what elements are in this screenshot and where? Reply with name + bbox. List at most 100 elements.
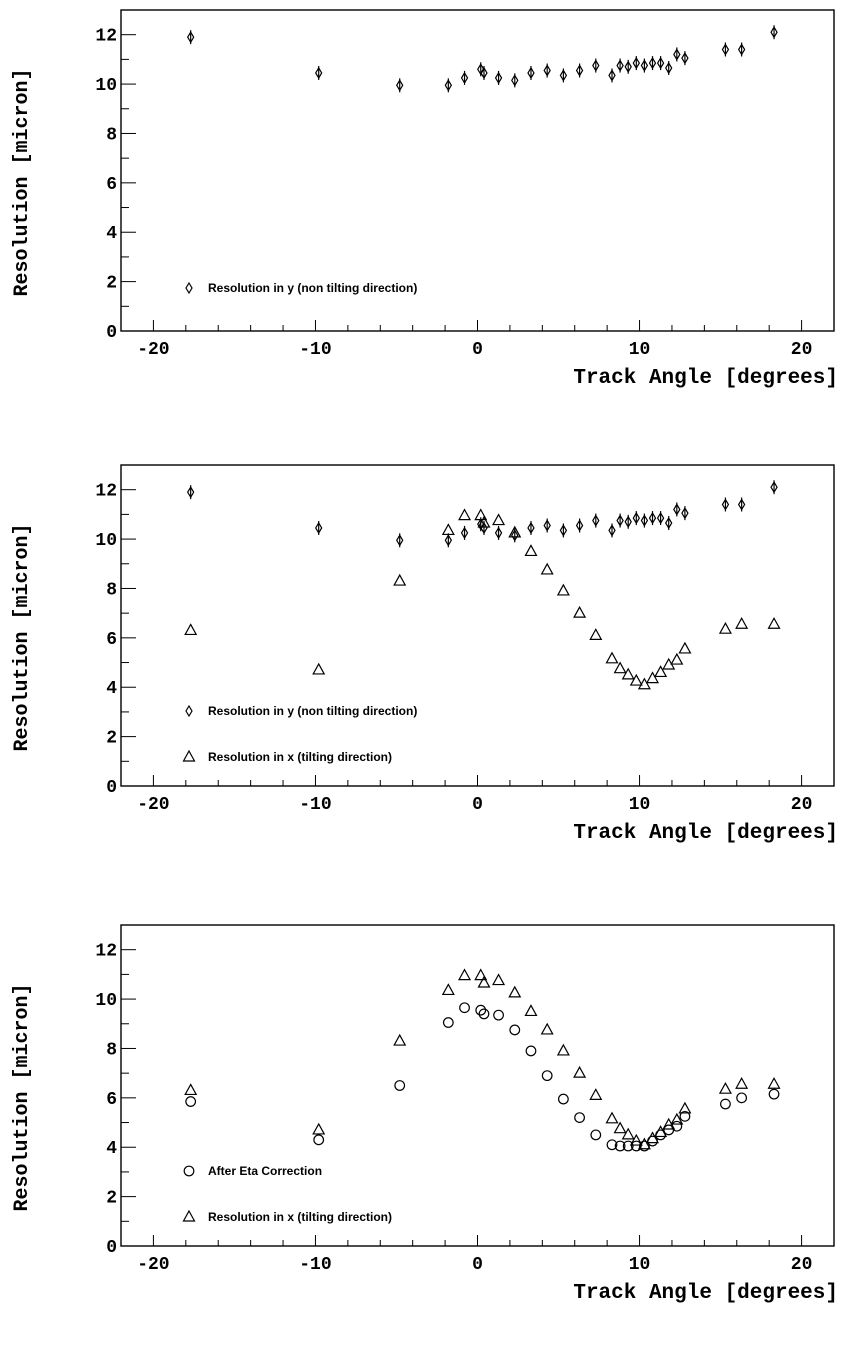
series-diamond [186,25,778,93]
data-point-circle [590,1129,602,1141]
data-point-circle [442,1017,454,1028]
data-point-triangle [441,523,455,536]
data-point-diamond [460,71,469,85]
data-point-circle [606,1139,618,1151]
legend-entry: Resolution in x (tilting direction) [182,1209,392,1224]
data-point-diamond [648,56,657,70]
data-point-triangle [393,573,407,586]
y-axis-title: Resolution [micron] [11,523,34,751]
series-triangle [184,508,781,690]
data-point-diamond [608,524,616,537]
data-point-triangle [508,985,522,998]
x-tick-label: 0 [472,1255,483,1275]
legend-label: Resolution in y (non tilting direction) [208,704,417,718]
data-point-diamond [477,63,485,76]
y-tick-label: 12 [95,942,117,962]
data-point-triangle [477,515,491,528]
data-point-diamond [656,511,665,525]
data-point-circle [679,1110,691,1122]
series-triangle [184,968,781,1150]
chart-panel-2: -20 -10 0 10 20 0 2 4 6 8 10 12 Resolution [micron] T… [0,455,841,890]
data-point-diamond [511,529,519,542]
legend-entry: Resolution in y (non tilting direction) [185,281,417,295]
data-point-triangle [524,544,538,557]
data-point-circle [768,1088,780,1100]
data-point-diamond [494,71,503,85]
data-point-circle [736,1092,748,1104]
data-point-triangle [613,1121,627,1134]
data-point-triangle [629,673,643,686]
data-point-triangle [441,983,455,996]
legend-label: Resolution in x (tilting direction) [208,1210,392,1224]
chart-2: -20 -10 0 10 20 0 2 4 6 8 10 12 Resolution [micron] T… [11,464,838,845]
data-point-triangle [474,508,488,521]
data-point-triangle [718,1081,732,1094]
data-point-triangle [605,651,619,664]
x-tick-label: 0 [472,795,483,815]
y-tick-label: 10 [95,991,117,1011]
legend-label: Resolution in y (non tilting direction) [208,281,417,295]
data-point-triangle [605,1111,619,1124]
data-point-triangle [678,1101,692,1114]
legend-marker-circle [183,1165,195,1177]
y-tick-label: 10 [95,531,117,551]
x-tick-label: 10 [629,795,651,815]
data-point-circle [525,1045,537,1057]
legend-marker-diamond [185,281,193,295]
data-point-diamond [527,521,535,535]
data-point-diamond [665,516,673,530]
data-point-circle [557,1093,569,1105]
data-point-diamond [665,61,673,75]
y-tick-label: 10 [95,76,117,96]
x-tick-label: 20 [791,795,813,815]
data-point-diamond [480,66,488,80]
legend-marker-triangle [182,749,196,762]
legend-marker-diamond [185,704,193,718]
data-point-circle [313,1134,325,1146]
y-tick-label: 8 [106,580,117,600]
data-point-triangle [458,968,472,981]
data-point-triangle [492,973,506,986]
y-tick-label: 6 [106,1090,117,1110]
data-point-circle [394,1080,406,1091]
data-point-triangle [637,1137,651,1150]
chart-panel-1: -20 -10 0 10 20 0 2 4 6 8 10 12 Resolution [micron] T… [0,0,841,435]
data-point-circle [185,1096,197,1107]
series-circle [185,1002,780,1152]
data-point-triangle [540,1022,554,1035]
data-point-triangle [718,621,732,634]
data-point-diamond [737,43,746,56]
data-point-circle [541,1070,553,1082]
data-point-triangle [678,641,692,654]
data-point-diamond [616,514,624,527]
x-tick-label: -10 [299,340,331,360]
data-point-diamond [396,79,404,92]
y-tick-label: 0 [106,1238,117,1258]
y-tick-label: 2 [106,1189,117,1209]
x-axis-title: Track Angle [degrees] [573,822,838,845]
y-tick-label: 0 [106,778,117,798]
data-point-triangle [474,968,488,981]
data-point-circle [622,1140,634,1152]
data-point-diamond [511,74,519,87]
data-point-diamond [640,514,649,527]
y-tick-label: 12 [95,482,117,502]
data-point-diamond [559,524,568,537]
x-tick-label: -10 [299,1255,331,1275]
data-point-diamond [314,66,323,80]
x-tick-label: 10 [629,340,651,360]
y-tick-label: 4 [106,1139,117,1159]
data-point-triangle [556,1043,570,1056]
data-point-triangle [735,617,749,629]
data-point-diamond [527,66,535,80]
data-point-triangle [508,525,522,538]
data-point-diamond [632,511,641,525]
y-tick-label: 8 [106,1040,117,1060]
data-point-triangle [573,605,587,618]
data-point-diamond [640,59,649,72]
data-point-diamond [186,30,195,44]
data-point-diamond [681,51,689,65]
data-point-diamond [559,69,568,82]
data-point-triangle [670,1112,684,1125]
data-point-circle [478,1008,490,1020]
